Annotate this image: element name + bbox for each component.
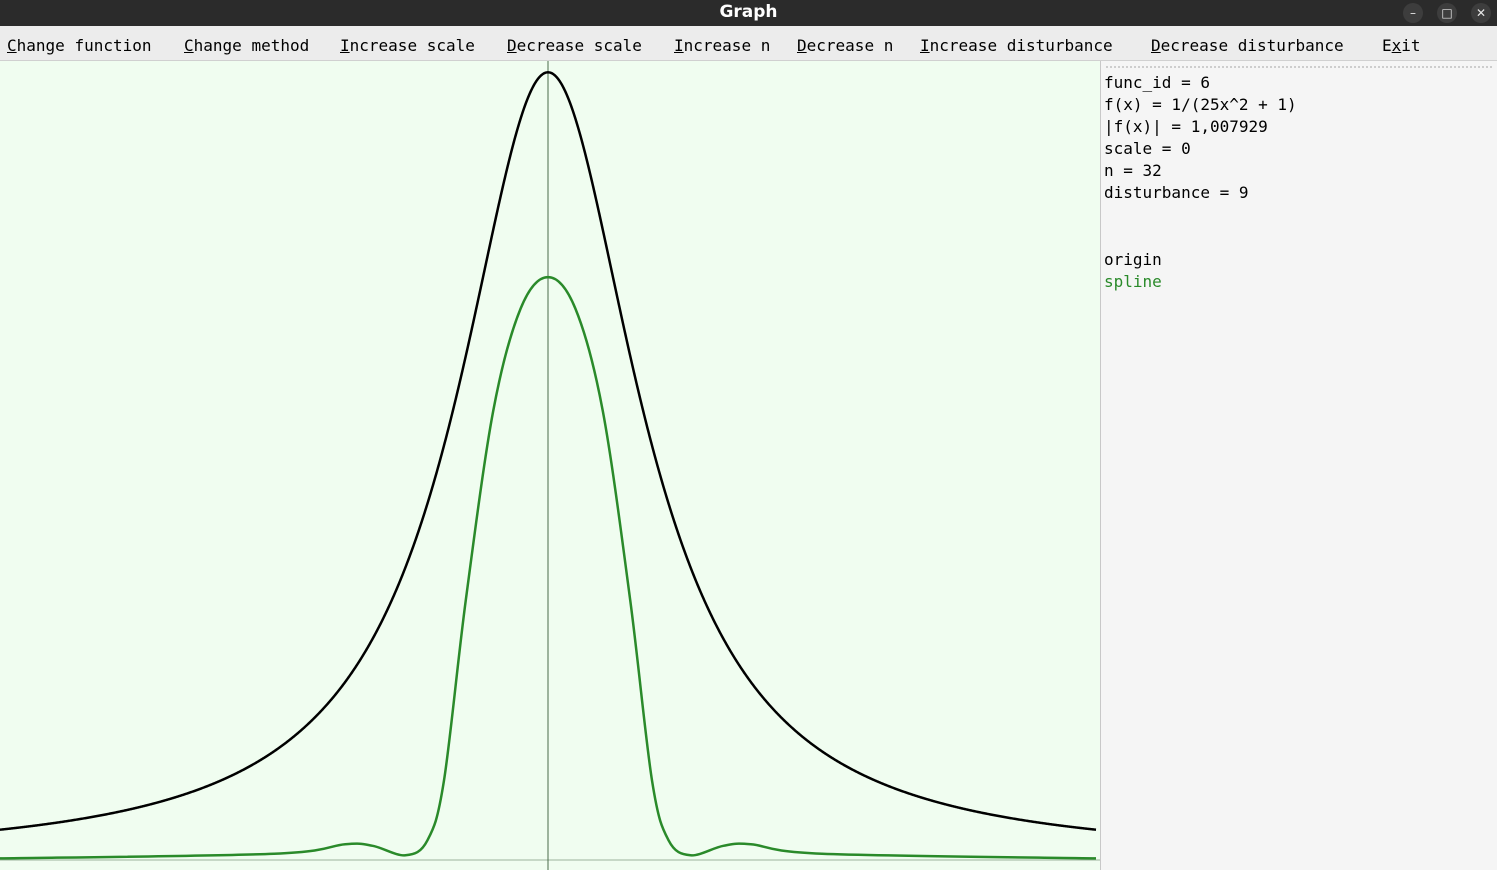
spline-curve: [0, 275, 1097, 860]
menu-label: hange function: [16, 36, 152, 55]
menu-increase-disturbance[interactable]: Increase disturbance: [920, 36, 1113, 55]
menu-bar: Change function Change method Increase s…: [0, 26, 1497, 61]
disturbance-text: disturbance = 9: [1104, 183, 1249, 202]
plot-area: [0, 61, 1100, 870]
graph-canvas: [0, 61, 1100, 870]
menu-label: ncrease disturbance: [929, 36, 1113, 55]
legend-origin: origin: [1104, 250, 1162, 269]
menu-label-prefix: E: [1382, 36, 1392, 55]
legend-spline: spline: [1104, 272, 1162, 291]
menu-increase-n[interactable]: Increase n: [674, 36, 770, 55]
panel-grip[interactable]: [1105, 65, 1493, 70]
menu-decrease-n[interactable]: Decrease n: [797, 36, 893, 55]
menu-mnemonic: D: [797, 36, 807, 55]
menu-mnemonic: C: [7, 36, 17, 55]
menu-mnemonic: I: [674, 36, 684, 55]
menu-decrease-scale[interactable]: Decrease scale: [507, 36, 642, 55]
norm-text: |f(x)| = 1,007929: [1104, 117, 1268, 136]
menu-exit[interactable]: Exit: [1382, 36, 1421, 55]
minimize-button[interactable]: –: [1403, 3, 1423, 23]
maximize-button[interactable]: □: [1437, 3, 1457, 23]
menu-label: ncrease n: [683, 36, 771, 55]
func-id-text: func_id = 6: [1104, 73, 1210, 92]
menu-label: ecrease scale: [516, 36, 642, 55]
window-title: Graph: [719, 2, 778, 22]
menu-label: hange method: [193, 36, 310, 55]
menu-label: ecrease disturbance: [1160, 36, 1344, 55]
menu-mnemonic: D: [1151, 36, 1161, 55]
scale-text: scale = 0: [1104, 139, 1191, 158]
menu-mnemonic: C: [184, 36, 194, 55]
info-panel: func_id = 6 f(x) = 1/(25x^2 + 1) |f(x)| …: [1100, 61, 1497, 870]
origin-curve: [0, 71, 1097, 831]
menu-change-function[interactable]: Change function: [7, 36, 152, 55]
menu-label: it: [1401, 36, 1421, 55]
n-text: n = 32: [1104, 161, 1162, 180]
formula-text: f(x) = 1/(25x^2 + 1): [1104, 95, 1297, 114]
menu-mnemonic: x: [1391, 36, 1402, 55]
menu-mnemonic: I: [920, 36, 930, 55]
title-bar: Graph – □ ✕: [0, 0, 1497, 26]
menu-increase-scale[interactable]: Increase scale: [340, 36, 475, 55]
menu-decrease-disturbance[interactable]: Decrease disturbance: [1151, 36, 1344, 55]
menu-mnemonic: D: [507, 36, 517, 55]
menu-mnemonic: I: [340, 36, 350, 55]
close-button[interactable]: ✕: [1471, 3, 1491, 23]
menu-label: ncrease scale: [349, 36, 475, 55]
menu-change-method[interactable]: Change method: [184, 36, 309, 55]
menu-label: ecrease n: [806, 36, 894, 55]
